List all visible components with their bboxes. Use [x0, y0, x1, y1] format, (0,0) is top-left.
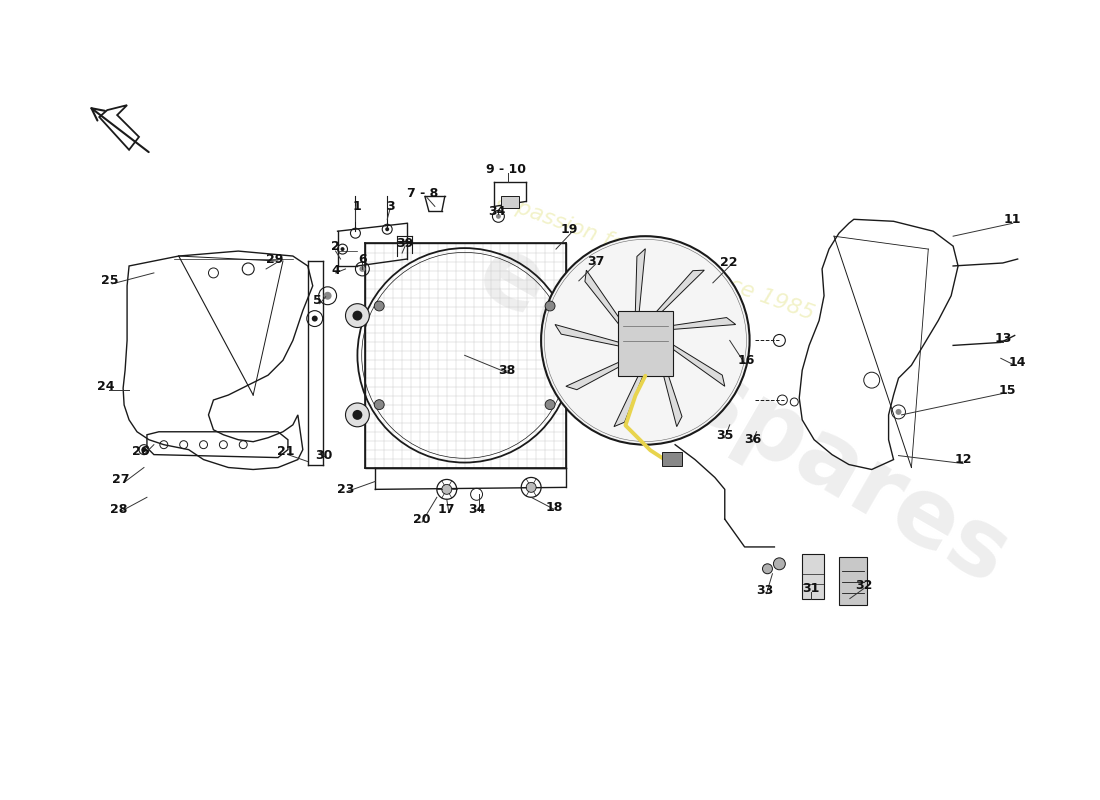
Circle shape: [541, 236, 749, 445]
Text: 13: 13: [994, 332, 1012, 345]
Text: 39: 39: [396, 237, 414, 250]
Text: 14: 14: [1009, 356, 1026, 369]
Circle shape: [385, 227, 389, 231]
Circle shape: [631, 327, 659, 354]
Text: 38: 38: [497, 364, 515, 377]
Text: 30: 30: [315, 449, 332, 462]
Circle shape: [895, 409, 902, 415]
Polygon shape: [614, 361, 649, 426]
Circle shape: [374, 400, 384, 410]
Text: 27: 27: [112, 473, 130, 486]
Polygon shape: [585, 270, 626, 334]
Bar: [662, 452, 682, 466]
Text: 12: 12: [955, 453, 971, 466]
Polygon shape: [660, 354, 682, 426]
Text: 9 - 10: 9 - 10: [486, 163, 526, 176]
Text: 19: 19: [560, 222, 578, 236]
Bar: [802, 554, 824, 598]
Circle shape: [352, 310, 362, 321]
Text: 16: 16: [738, 354, 756, 366]
Text: 33: 33: [756, 584, 773, 597]
Circle shape: [374, 301, 384, 311]
Text: 25: 25: [101, 274, 119, 287]
Text: a passion for parts since 1985: a passion for parts since 1985: [494, 190, 816, 324]
Circle shape: [546, 301, 556, 311]
Text: 1: 1: [353, 200, 362, 213]
Text: 36: 36: [744, 434, 761, 446]
Polygon shape: [666, 341, 725, 386]
Text: 20: 20: [414, 513, 431, 526]
Circle shape: [352, 410, 362, 420]
Text: 35: 35: [716, 430, 734, 442]
Circle shape: [762, 564, 772, 574]
Bar: [502, 197, 519, 208]
Text: 24: 24: [98, 380, 116, 393]
Text: 18: 18: [546, 501, 563, 514]
Text: 5: 5: [314, 294, 322, 307]
Polygon shape: [556, 325, 626, 348]
Text: 32: 32: [855, 579, 872, 592]
Text: 21: 21: [277, 445, 295, 458]
Text: 4: 4: [331, 265, 340, 278]
Text: 34: 34: [487, 205, 505, 218]
Text: 17: 17: [438, 502, 455, 516]
Circle shape: [773, 558, 785, 570]
Text: 7 - 8: 7 - 8: [407, 187, 439, 200]
Circle shape: [345, 304, 370, 327]
Text: 29: 29: [266, 253, 284, 266]
Polygon shape: [661, 318, 736, 330]
Circle shape: [142, 447, 146, 452]
Bar: [618, 311, 672, 376]
Text: 15: 15: [999, 383, 1016, 397]
Text: 28: 28: [110, 502, 128, 516]
Text: 23: 23: [337, 483, 354, 496]
Circle shape: [360, 266, 365, 272]
Polygon shape: [565, 358, 635, 390]
Text: 31: 31: [803, 582, 820, 595]
Bar: [839, 557, 867, 605]
Circle shape: [341, 247, 344, 251]
Text: 6: 6: [359, 253, 366, 266]
Text: 11: 11: [1004, 213, 1022, 226]
Circle shape: [345, 403, 370, 427]
Text: 37: 37: [587, 254, 604, 267]
Polygon shape: [649, 270, 704, 320]
Circle shape: [623, 318, 669, 363]
Circle shape: [311, 316, 318, 322]
Circle shape: [442, 484, 452, 494]
Text: 34: 34: [468, 502, 485, 516]
Text: 2: 2: [331, 240, 340, 253]
Circle shape: [526, 482, 536, 492]
Circle shape: [546, 400, 556, 410]
Circle shape: [639, 334, 651, 346]
Text: 26: 26: [132, 445, 150, 458]
Text: eurospares: eurospares: [461, 226, 1024, 605]
Text: 3: 3: [386, 200, 395, 213]
Circle shape: [496, 214, 500, 219]
Text: 22: 22: [720, 257, 737, 270]
Polygon shape: [634, 249, 646, 322]
Circle shape: [323, 292, 331, 300]
